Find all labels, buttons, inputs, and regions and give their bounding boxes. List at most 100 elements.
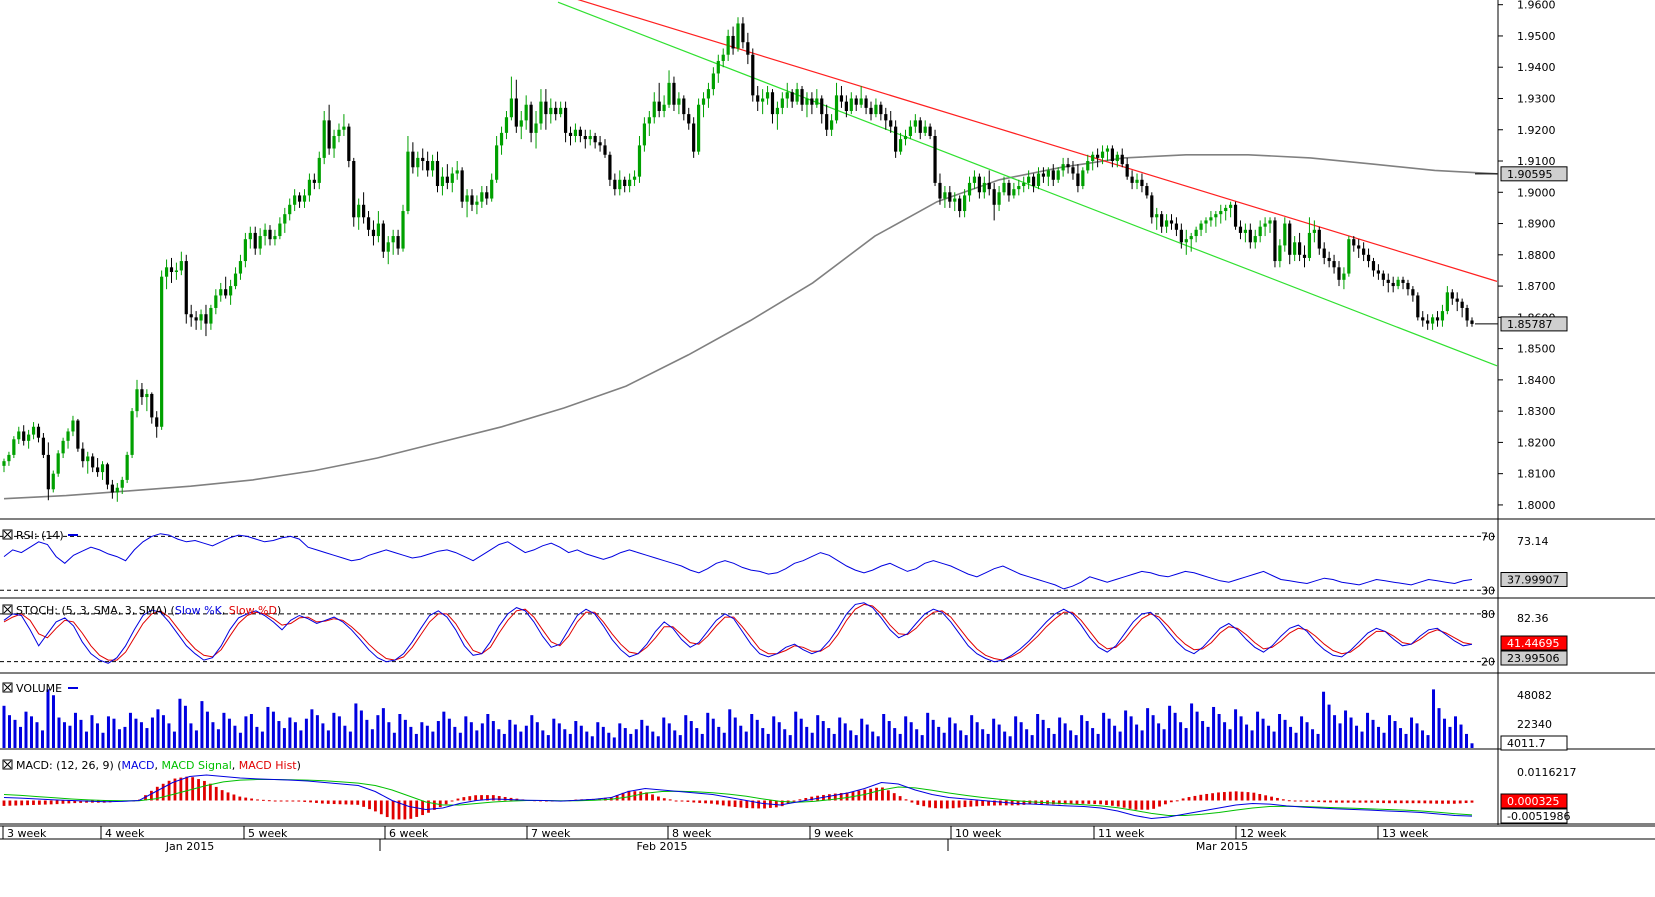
candlestick-layer [2,17,1474,502]
candle-body [1194,229,1198,237]
candle-body [805,98,809,105]
volume-bar [1019,722,1023,748]
candle-body [1283,223,1287,246]
candle-body [632,176,637,180]
candle-body [327,120,331,149]
candle-body [544,101,548,115]
volume-bar [508,719,512,748]
volume-bar [849,730,853,748]
volume-bar [843,723,847,748]
macd-hist-bar [1187,797,1191,801]
candle-body [401,211,405,249]
candle-body [1155,214,1159,218]
time-axis: 3 week 4 week 5 week 6 week 7 week 8 week 9 we… [2,826,1429,853]
macd-hist-bar [256,799,259,801]
macd-hist-bar [1264,795,1268,801]
volume-bar [959,730,963,748]
volume-bar [167,723,171,748]
volume-bar [480,723,484,748]
price-tick-label: 1.9500 [1517,30,1556,43]
candle-body [1066,164,1070,168]
volume-bar [392,732,396,748]
volume-bar [689,721,693,748]
candle-body [81,448,85,462]
candle-body [1145,186,1149,196]
week-label: 5 week [248,827,288,840]
macd-hist-bar [1169,800,1173,803]
week-label: 4 week [105,827,145,840]
macd-hist-bar [881,787,884,801]
candle-body [1312,229,1316,233]
volume-bar [29,716,33,748]
candle-body [110,484,114,493]
candle-body [1352,239,1356,246]
volume-bar [563,729,567,748]
candle-body [440,176,445,187]
volume-bar [1349,717,1353,748]
macd-hist-bar [1105,800,1108,806]
candle-body [918,120,922,133]
candle-body [972,176,977,183]
candle-body [780,98,784,108]
volume-bar [766,733,770,748]
volume-bar [964,735,968,748]
macd-hist-bar [1134,800,1138,810]
volume-bar [1157,723,1161,748]
candle-body [839,95,844,102]
candle-body [1091,154,1095,162]
volume-bar [1388,715,1392,748]
volume-bar [7,715,11,748]
volume-bar [73,712,77,748]
candle-body [770,92,775,115]
volume-bar [46,689,50,748]
volume-bar [18,726,22,748]
volume-bar [1305,722,1309,748]
volume-bar [1399,728,1403,748]
candle-body [1125,164,1129,177]
candle-body [1140,179,1144,187]
candle-body [938,182,942,199]
candle-body [731,35,735,49]
candle-body [741,23,745,43]
volume-bar [788,735,792,748]
volume-value-label: 4011.7 [1507,737,1546,750]
macd-hist-bar [356,800,360,805]
volume-bar [1245,724,1249,748]
volume-bar [502,733,506,748]
volume-bar [645,725,649,748]
macd-hist-bar [798,799,802,801]
volume-bar [469,722,473,748]
volume-bar [1261,718,1265,748]
panel-title-part: MACD Signal [162,759,232,772]
rsi-level-label: 30 [1481,584,1495,597]
macd-hist-bar [1435,800,1439,804]
candle-body [746,42,750,55]
candle-body [1150,195,1154,218]
macd-hist-bar [963,800,967,808]
candle-body [1430,317,1435,324]
candle-body [1031,176,1036,187]
volume-bar [1289,726,1293,748]
volume-bar [128,712,132,748]
candle-body [529,104,533,133]
volume-bar [183,705,187,748]
macd-hist-bar [173,778,177,801]
candle-body [829,120,834,130]
macd-hist-bar [444,800,448,805]
candle-body [711,73,715,90]
volume-bar [739,725,743,748]
volume-bar [513,724,517,748]
price-tick-label: 1.8100 [1517,468,1556,481]
candle-body [150,393,154,418]
candle-body [17,431,21,440]
volume-bar [970,715,974,748]
candle-body [1224,207,1228,212]
price-value-labels: 1.90595 1.85787 [1475,166,1568,332]
macd-hist-bar [1057,800,1061,805]
candle-body [396,236,400,249]
volume-bar [139,722,143,748]
macd-hist-bar [1458,800,1462,804]
candle-body [470,195,474,205]
macd-hist-bar [309,800,312,803]
volume-bar [662,717,666,748]
